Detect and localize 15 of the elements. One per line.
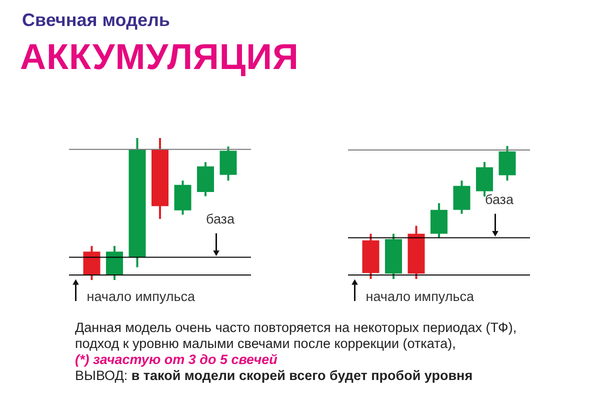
- chart-title: Свечная модель: [22, 10, 170, 31]
- text: Данная модель очень часто повторяется на некоторых периодах (ТФ),: [75, 320, 517, 336]
- ref-line-label: база: [485, 192, 514, 207]
- candlestick: [498, 145, 516, 182]
- candlestick: [430, 202, 448, 239]
- ref-line-label: база: [206, 211, 235, 226]
- chart-subtitle: АККУМУЛЯЦИЯ: [20, 36, 299, 78]
- candlestick: [83, 244, 100, 281]
- text: ВЫВОД: в такой модели скорей всего будет пробой уровня: [75, 368, 473, 383]
- candlestick: [453, 180, 470, 215]
- text: подход к уровню малыми свечами после коррекции (отката),: [75, 336, 457, 352]
- ref-line-label: начало импульса: [366, 289, 474, 304]
- candlestick: [106, 244, 123, 281]
- text: (*) зачастую от 3 до 5 свечей: [75, 352, 278, 368]
- ref-line-label: начало импульса: [86, 289, 196, 304]
